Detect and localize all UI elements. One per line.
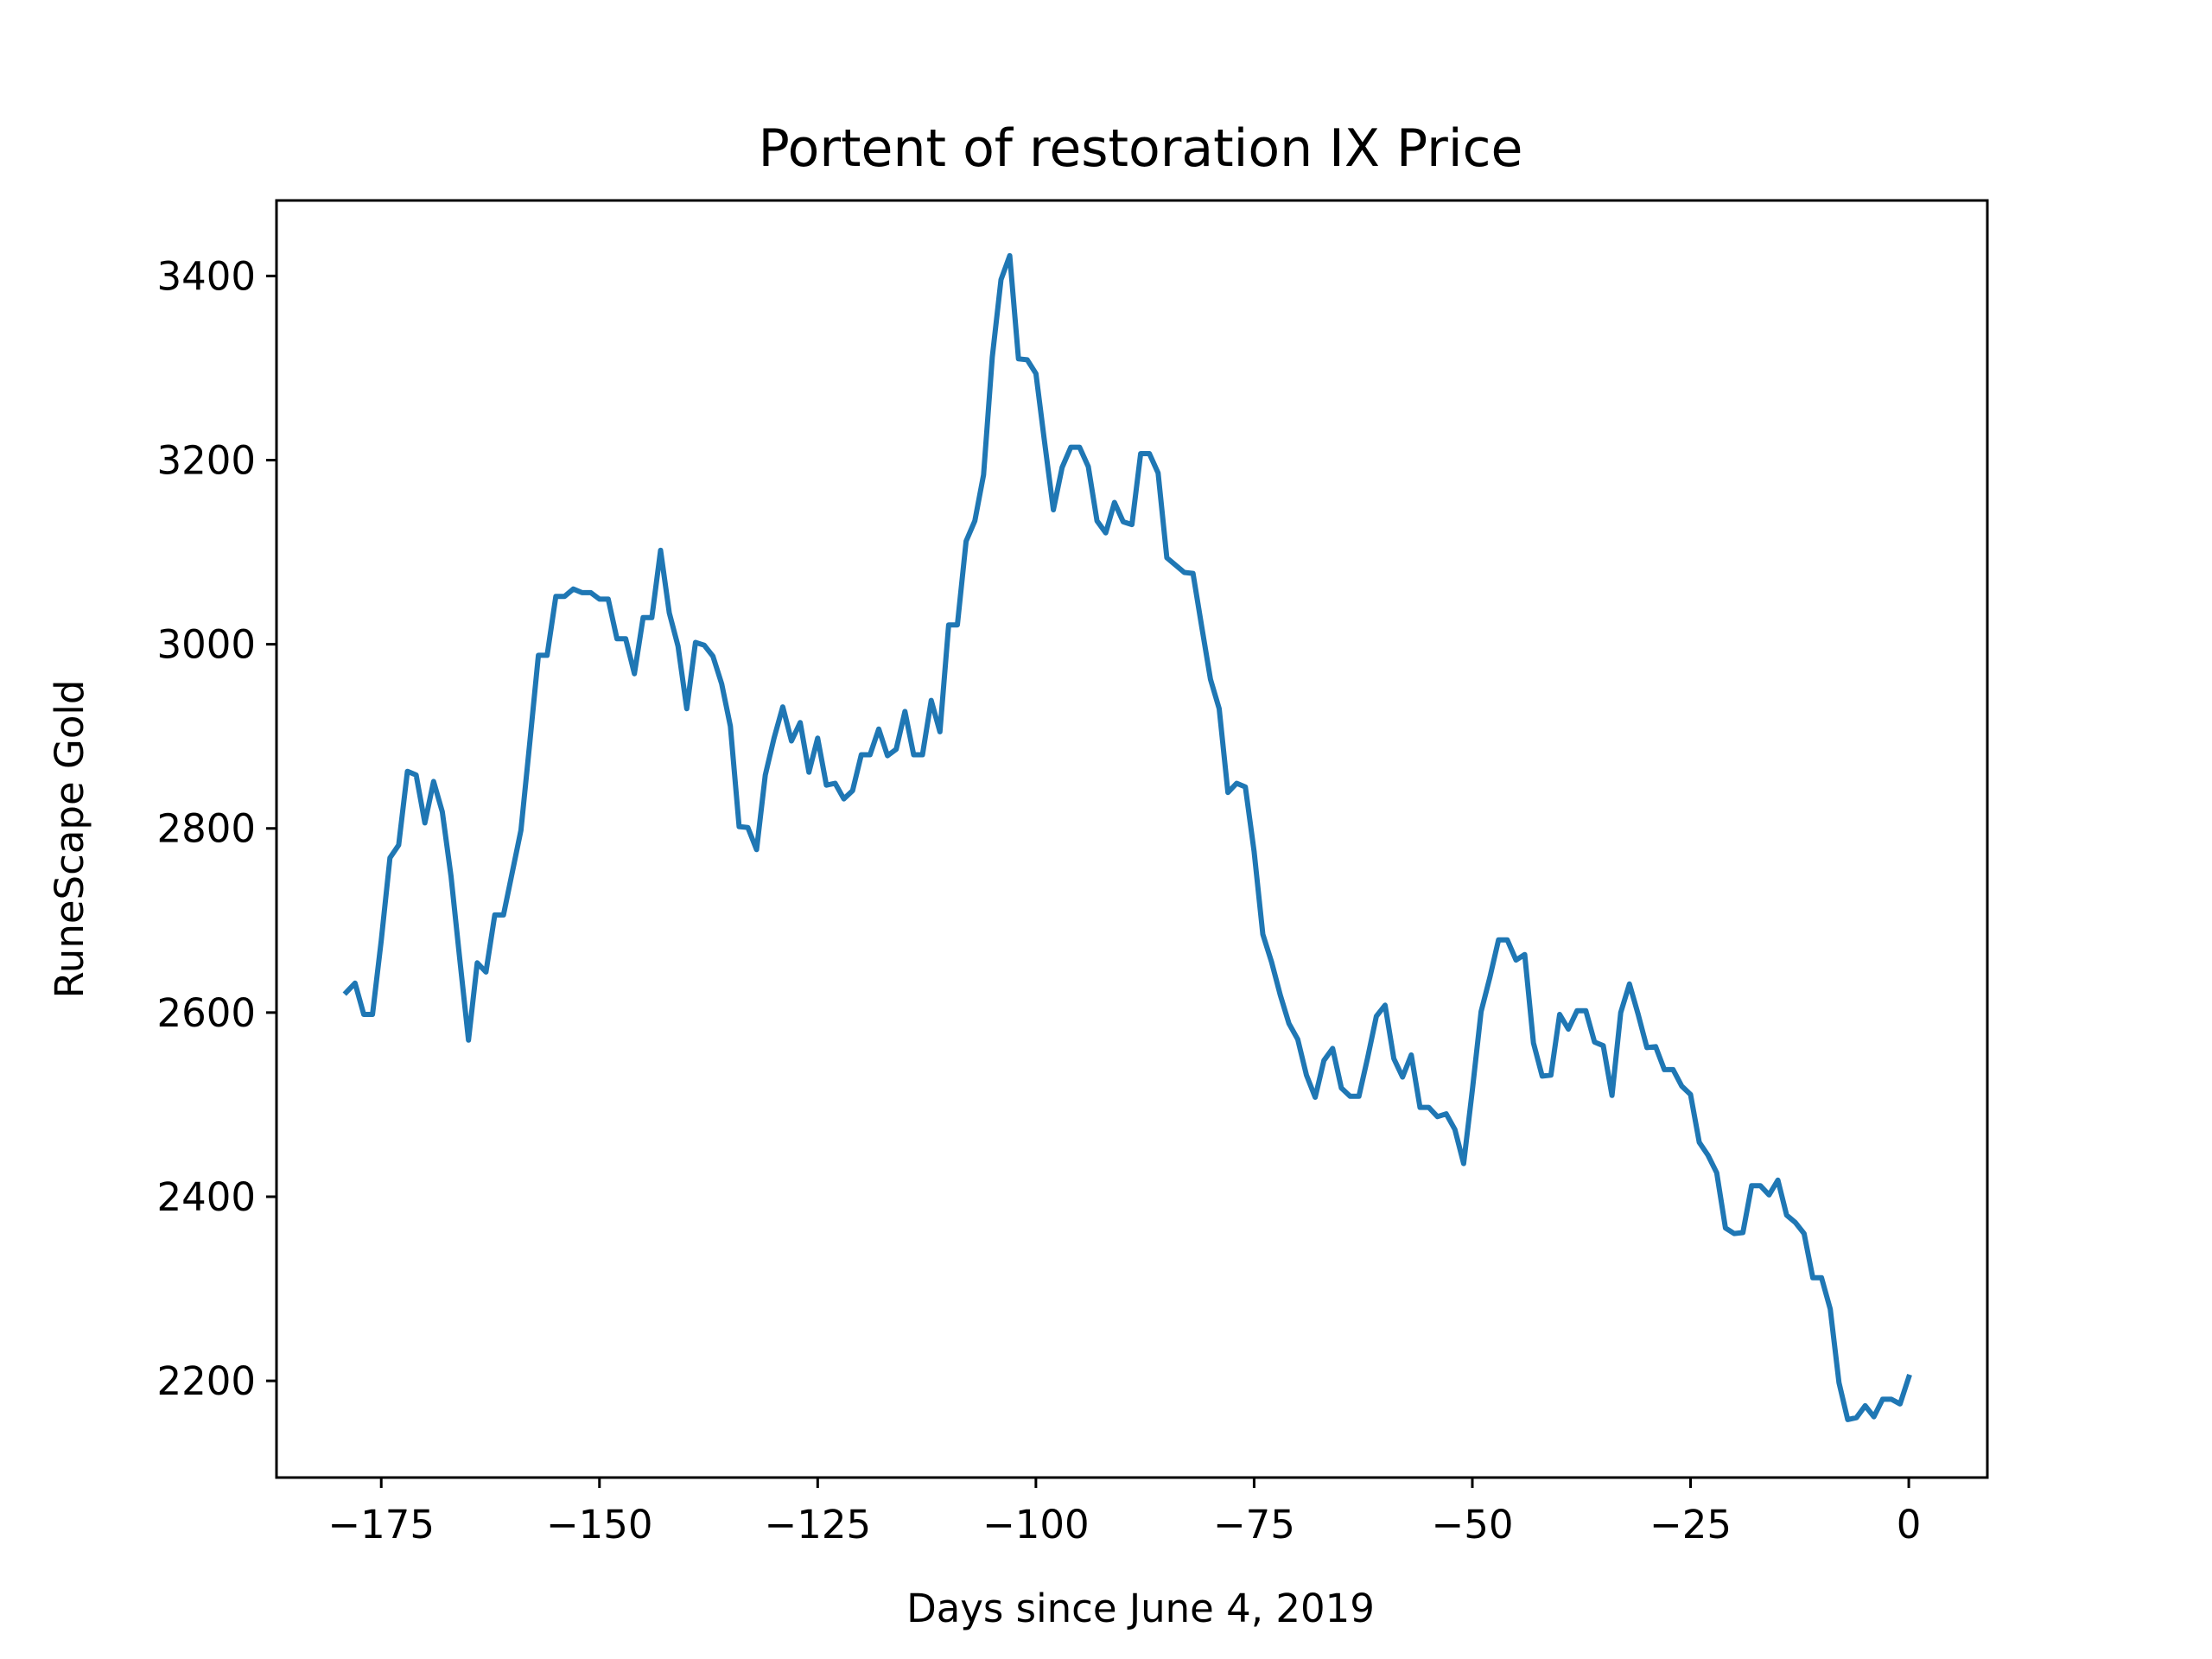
x-tick-label: 0 <box>1897 1502 1922 1548</box>
x-tick-label: −150 <box>546 1502 653 1548</box>
y-tick-label: 3400 <box>156 253 256 299</box>
y-tick-label: 3000 <box>156 622 256 668</box>
axes-frame <box>275 199 1989 1479</box>
plot-area <box>342 252 1912 1422</box>
x-axis-title: Days since June 4, 2019 <box>906 1586 1375 1631</box>
x-tick-label: −50 <box>1431 1502 1513 1548</box>
y-tick-label: 2200 <box>156 1358 256 1404</box>
price-series-line <box>342 252 1912 1422</box>
x-tick-label: −175 <box>327 1502 435 1548</box>
x-tick-label: −25 <box>1649 1502 1732 1548</box>
y-axis: 2200 2400 2600 2800 3000 3200 3400 <box>156 253 276 1404</box>
x-tick-label: −125 <box>765 1502 872 1548</box>
y-tick-label: 2600 <box>156 990 256 1036</box>
y-tick-label: 2400 <box>156 1174 256 1220</box>
y-axis-title: RuneScape Gold <box>47 680 92 999</box>
x-axis: −175 −150 −125 −100 −75 −50 −25 0 <box>327 1478 1921 1548</box>
y-tick-label: 3200 <box>156 438 256 484</box>
x-tick-label: −100 <box>982 1502 1090 1548</box>
x-tick-label: −75 <box>1213 1502 1295 1548</box>
chart-title: Portent of restoration IX Price <box>759 118 1523 179</box>
y-tick-label: 2800 <box>156 806 256 852</box>
